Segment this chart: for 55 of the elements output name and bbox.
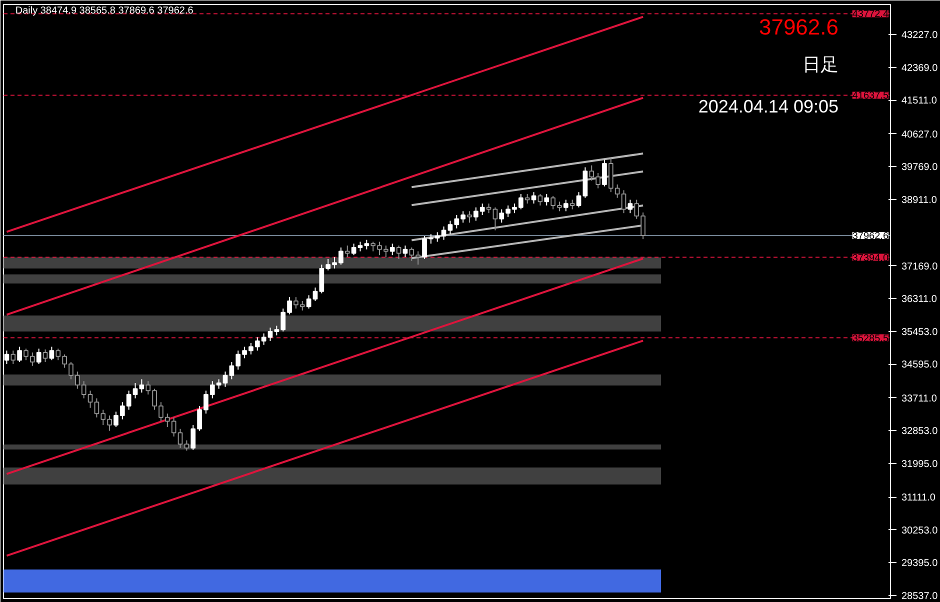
candlestick <box>628 199 633 214</box>
candlestick <box>486 203 492 214</box>
candlestick <box>390 243 395 256</box>
y-tick-label: 43227.0 <box>902 30 938 42</box>
candlestick <box>10 350 16 364</box>
y-tick-label: 42369.0 <box>902 62 938 74</box>
y-tick-label: 38911.0 <box>902 194 938 206</box>
ref-line-label: 41637.5 <box>852 90 889 102</box>
ref-line-label: 37962.6 <box>852 231 889 242</box>
y-tick-label: 29395.0 <box>902 558 938 570</box>
candlestick <box>602 159 607 187</box>
candlestick <box>557 201 562 212</box>
y-tick-label: 31995.0 <box>902 458 938 470</box>
y-tick-label: 31111.0 <box>902 492 936 504</box>
y-tick-label: 41511.0 <box>902 96 938 107</box>
candlestick <box>563 199 568 212</box>
ref-line-label: 35285.5 <box>852 333 889 344</box>
y-tick-label: 35453.0 <box>902 326 938 338</box>
candlestick <box>49 346 54 361</box>
ref-line-label: 37394.0 <box>852 252 889 264</box>
candlestick <box>538 194 543 206</box>
y-tick-label: 34595.0 <box>902 360 938 371</box>
candlestick <box>17 346 22 363</box>
y-tick-label: 30253.0 <box>902 525 938 536</box>
candlestick <box>402 245 408 258</box>
candlestick <box>306 294 312 310</box>
candlestick <box>499 208 504 224</box>
annotation: 日足 <box>802 54 838 74</box>
y-tick-label: 37169.0 <box>902 261 938 272</box>
candlestick <box>467 210 472 224</box>
candlestick <box>492 206 498 231</box>
chart-title: Daily 38474.9 38565.8 37869.6 37962.6 <box>15 6 194 16</box>
candlestick <box>550 195 556 210</box>
candlestick <box>184 440 190 452</box>
candlestick <box>36 348 42 364</box>
y-tick-label: 39769.0 <box>902 162 938 174</box>
candlestick <box>42 348 48 363</box>
candlestick <box>570 199 575 210</box>
y-tick-label: 28537.0 <box>902 590 938 602</box>
y-tick-label: 36311.0 <box>902 294 938 306</box>
candlestick <box>351 243 356 256</box>
candlestick <box>544 194 550 206</box>
candlestick <box>524 194 530 204</box>
annotation: 37962.6 <box>758 14 839 40</box>
candlestick <box>139 378 144 394</box>
y-tick-label: 32853.0 <box>902 426 938 438</box>
annotation: 2024.04.14 09:05 <box>698 96 839 116</box>
y-tick-label: 40627.0 <box>902 129 938 140</box>
candlestick <box>531 192 536 204</box>
candlestick <box>344 245 350 258</box>
candlestick <box>396 245 402 260</box>
candlestick <box>576 192 582 208</box>
ref-line-label: 43772.4 <box>852 9 889 20</box>
candlestick <box>178 428 183 448</box>
y-tick-label: 33711.0 <box>902 393 938 404</box>
